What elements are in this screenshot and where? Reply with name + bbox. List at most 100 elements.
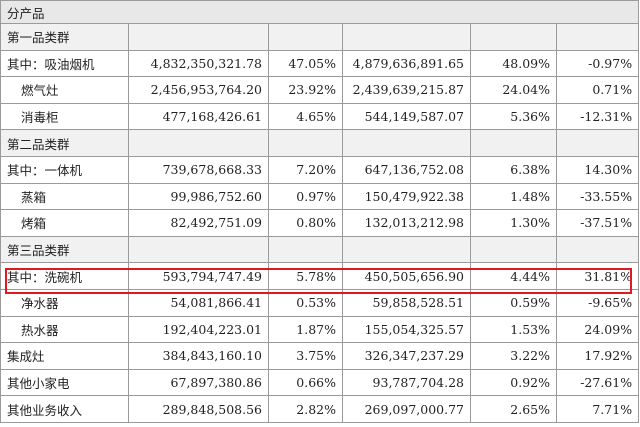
current-revenue-cell: 384,843,160.10: [128, 342, 269, 370]
prior-revenue-cell: 269,097,000.77: [342, 395, 471, 423]
row-label: 烤箱: [0, 209, 129, 237]
prior-share-cell: 48.09%: [470, 49, 557, 78]
table-row: 集成灶 384,843,160.10 3.75% 326,347,237.29 3.22…: [0, 342, 640, 370]
yoy-change-cell: -12.31%: [555, 102, 640, 131]
row-label: 热水器: [0, 315, 129, 344]
prior-share-cell: 1.53%: [470, 315, 557, 344]
yoy-change-cell: 0.71%: [555, 76, 640, 104]
current-share-cell: 5.78%: [268, 262, 343, 290]
section-row: 第二品类群: [0, 129, 640, 157]
row-label: 集成灶: [0, 342, 129, 370]
prior-revenue-cell: 93,787,704.28: [342, 368, 471, 397]
prior-revenue-cell: 2,439,639,215.87: [342, 76, 471, 104]
empty-cell: [555, 129, 640, 157]
prior-share-cell: 2.65%: [470, 395, 557, 423]
prior-revenue-cell: 155,054,325.57: [342, 315, 471, 344]
prior-share-cell: 3.22%: [470, 342, 557, 370]
section-row: 第一品类群: [0, 23, 640, 51]
row-label: 其中：洗碗机: [0, 262, 129, 290]
section-label: 第三品类群: [0, 235, 129, 264]
current-share-cell: 0.53%: [268, 288, 343, 317]
prior-revenue-cell: 150,479,922.38: [342, 182, 471, 211]
empty-cell: [128, 235, 269, 264]
empty-cell: [555, 235, 640, 264]
yoy-change-cell: 7.71%: [555, 395, 640, 423]
prior-share-cell: 4.44%: [470, 262, 557, 290]
current-share-cell: 2.82%: [268, 395, 343, 423]
empty-cell: [470, 129, 557, 157]
row-label: 净水器: [0, 288, 129, 317]
section-label: 第一品类群: [0, 23, 129, 51]
table-row: 热水器 192,404,223.01 1.87% 155,054,325.57 1.53…: [0, 315, 640, 344]
yoy-change-cell: 17.92%: [555, 342, 640, 370]
empty-cell: [128, 129, 269, 157]
prior-share-cell: 5.36%: [470, 102, 557, 131]
current-share-cell: 0.80%: [268, 209, 343, 237]
current-revenue-cell: 99,986,752.60: [128, 182, 269, 211]
empty-cell: [342, 235, 471, 264]
table-row: 烤箱 82,492,751.09 0.80% 132,013,212.98 1.30% -…: [0, 209, 640, 237]
current-revenue-cell: 82,492,751.09: [128, 209, 269, 237]
current-revenue-cell: 739,678,668.33: [128, 155, 269, 184]
prior-share-cell: 24.04%: [470, 76, 557, 104]
prior-share-cell: 1.48%: [470, 182, 557, 211]
prior-revenue-cell: 326,347,237.29: [342, 342, 471, 370]
current-revenue-cell: 67,897,380.86: [128, 368, 269, 397]
current-revenue-cell: 192,404,223.01: [128, 315, 269, 344]
table-header-row: 分产品: [0, 0, 640, 24]
prior-revenue-cell: 544,149,587.07: [342, 102, 471, 131]
current-share-cell: 4.65%: [268, 102, 343, 131]
prior-revenue-cell: 59,858,528.51: [342, 288, 471, 317]
empty-cell: [268, 23, 343, 51]
empty-cell: [342, 129, 471, 157]
table-row: 其他业务收入 289,848,508.56 2.82% 269,097,000.77 2…: [0, 395, 640, 423]
row-label: 其他小家电: [0, 368, 129, 397]
row-label: 其他业务收入: [0, 395, 129, 423]
row-label: 其中：吸油烟机: [0, 49, 129, 78]
table-row: 其中：一体机 739,678,668.33 7.20% 647,136,752.08 6…: [0, 155, 640, 184]
table-row: 蒸箱 99,986,752.60 0.97% 150,479,922.38 1.48% -…: [0, 182, 640, 211]
prior-revenue-cell: 450,505,656.90: [342, 262, 471, 290]
prior-share-cell: 1.30%: [470, 209, 557, 237]
prior-share-cell: 0.59%: [470, 288, 557, 317]
current-share-cell: 47.05%: [268, 49, 343, 78]
prior-revenue-cell: 132,013,212.98: [342, 209, 471, 237]
current-revenue-cell: 289,848,508.56: [128, 395, 269, 423]
table-row: 其中：洗碗机 593,794,747.49 5.78% 450,505,656.90 4…: [0, 262, 640, 290]
prior-share-cell: 6.38%: [470, 155, 557, 184]
empty-cell: [268, 235, 343, 264]
table-row: 燃气灶 2,456,953,764.20 23.92% 2,439,639,215.8…: [0, 76, 640, 104]
yoy-change-cell: -0.97%: [555, 49, 640, 78]
empty-cell: [555, 23, 640, 51]
row-label: 蒸箱: [0, 182, 129, 211]
prior-revenue-cell: 4,879,636,891.65: [342, 49, 471, 78]
prior-revenue-cell: 647,136,752.08: [342, 155, 471, 184]
yoy-change-cell: -9.65%: [555, 288, 640, 317]
yoy-change-cell: -33.55%: [555, 182, 640, 211]
yoy-change-cell: 31.81%: [555, 262, 640, 290]
section-label: 第二品类群: [0, 129, 129, 157]
current-share-cell: 23.92%: [268, 76, 343, 104]
empty-cell: [342, 23, 471, 51]
section-row: 第三品类群: [0, 235, 640, 264]
empty-cell: [128, 23, 269, 51]
row-label: 其中：一体机: [0, 155, 129, 184]
table-row: 净水器 54,081,866.41 0.53% 59,858,528.51 0.59% -…: [0, 288, 640, 317]
table-row: 其他小家电 67,897,380.86 0.66% 93,787,704.28 0.92…: [0, 368, 640, 397]
current-revenue-cell: 477,168,426.61: [128, 102, 269, 131]
current-revenue-cell: 593,794,747.49: [128, 262, 269, 290]
current-share-cell: 1.87%: [268, 315, 343, 344]
yoy-change-cell: -37.51%: [555, 209, 640, 237]
current-share-cell: 0.66%: [268, 368, 343, 397]
current-share-cell: 0.97%: [268, 182, 343, 211]
current-share-cell: 7.20%: [268, 155, 343, 184]
yoy-change-cell: 24.09%: [555, 315, 640, 344]
empty-cell: [268, 129, 343, 157]
current-revenue-cell: 54,081,866.41: [128, 288, 269, 317]
current-revenue-cell: 4,832,350,321.78: [128, 49, 269, 78]
row-label: 燃气灶: [0, 76, 129, 104]
row-label: 消毒柜: [0, 102, 129, 131]
current-share-cell: 3.75%: [268, 342, 343, 370]
